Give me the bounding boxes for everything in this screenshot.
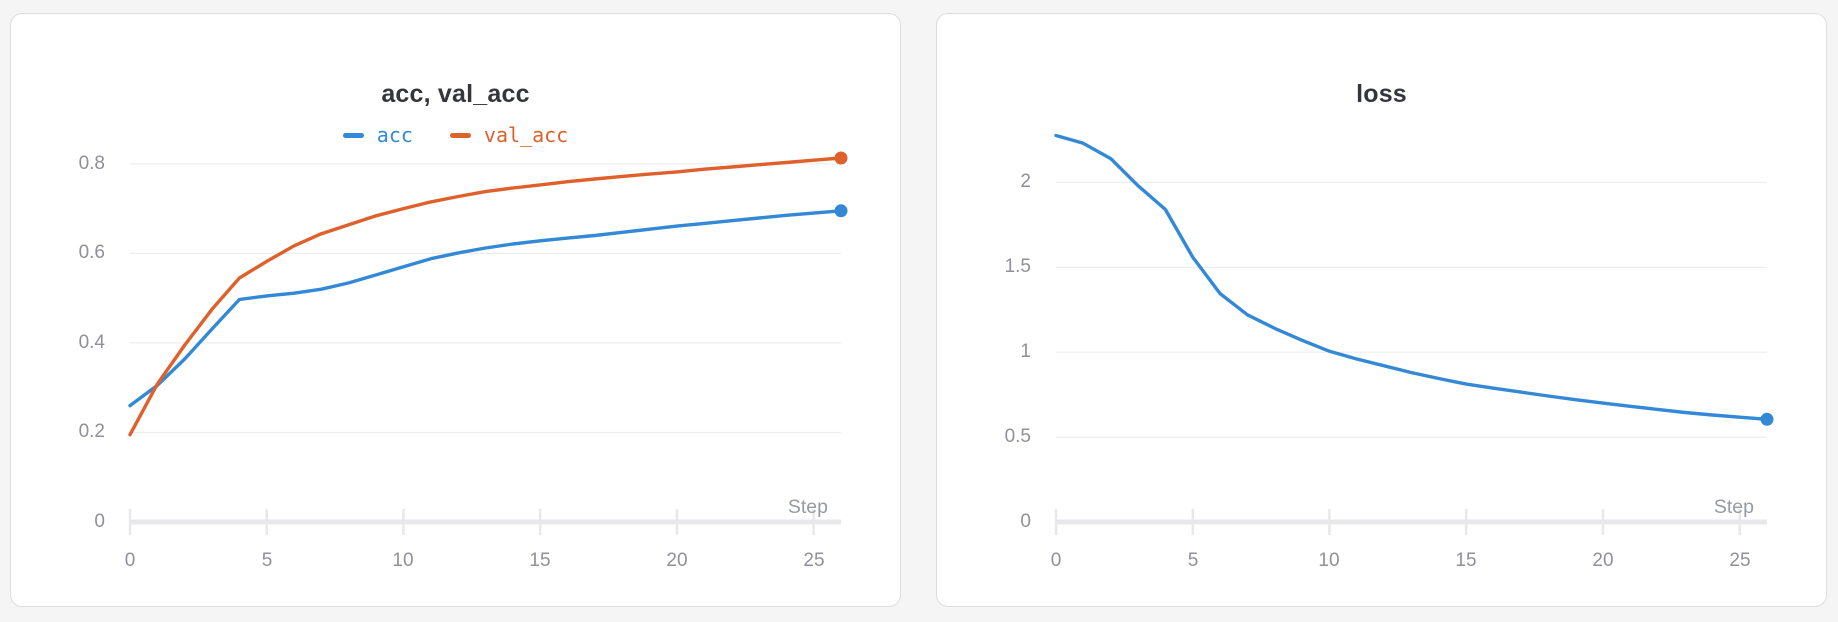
chart-panel-loss: loss Step 0 0.5 1 1.5 2 0 5 10 15 20 25 (936, 13, 1827, 607)
x-axis-tick (1738, 509, 1741, 535)
x-axis-line (1056, 519, 1767, 525)
x-tick-label: 0 (124, 550, 136, 571)
series-line-loss[interactable] (1054, 133, 1769, 421)
x-axis-tick (265, 509, 268, 535)
x-tick-label: 25 (803, 550, 825, 571)
chart-title: loss (1356, 80, 1407, 108)
x-axis-tick (1054, 509, 1058, 535)
x-axis-tick (1601, 509, 1605, 535)
x-tick-label: 15 (529, 550, 551, 571)
x-axis-tick (812, 509, 815, 535)
x-tick-label: 10 (1318, 550, 1340, 571)
series-end-dot-loss[interactable] (1760, 412, 1774, 426)
chart-panel-accuracy: acc, val_acc acc val_acc Step 0 0.2 0.4 0.6… (10, 13, 901, 607)
series-line-acc[interactable] (128, 209, 843, 408)
x-tick-label: 10 (392, 550, 414, 571)
x-tick-label: 5 (261, 550, 273, 571)
chart-legend: acc val_acc (11, 123, 900, 147)
series-end-dot-val_acc[interactable] (834, 151, 848, 165)
legend-item-acc[interactable]: acc (342, 123, 413, 147)
y-tick-label: 0 (1020, 511, 1031, 532)
chart-title: acc, val_acc (381, 80, 530, 108)
y-tick-label: 0.4 (78, 332, 105, 353)
line-chart-loss[interactable] (937, 14, 1828, 608)
x-axis-tick (538, 509, 542, 535)
y-tick-label: 1.5 (1004, 256, 1031, 277)
series-end-dot-acc[interactable] (834, 204, 848, 218)
x-tick-label: 5 (1187, 550, 1199, 571)
x-axis-tick (1191, 509, 1194, 535)
x-axis-tick (675, 509, 679, 535)
legend-swatch-acc-icon (342, 132, 364, 138)
y-tick-label: 1 (1020, 341, 1031, 362)
x-axis-tick (1328, 509, 1331, 535)
x-tick-label: 25 (1729, 550, 1751, 571)
line-chart-acc-val-acc[interactable] (11, 14, 902, 608)
y-tick-label: 0 (94, 511, 105, 532)
legend-swatch-val-acc-icon (449, 132, 471, 138)
x-tick-label: 15 (1455, 550, 1477, 571)
x-axis-label: Step (1713, 496, 1754, 518)
legend-label-val-acc: val_acc (483, 123, 569, 147)
legend-label-acc: acc (376, 123, 413, 147)
x-tick-label: 20 (666, 550, 688, 571)
y-tick-label: 0.8 (78, 153, 105, 174)
legend-item-val-acc[interactable]: val_acc (449, 123, 569, 147)
x-axis-tick (128, 509, 132, 535)
y-tick-label: 0.6 (78, 242, 105, 263)
x-tick-label: 20 (1592, 550, 1614, 571)
x-axis-line (130, 519, 841, 525)
x-axis-tick (1464, 509, 1468, 535)
series-line-val_acc[interactable] (128, 156, 843, 437)
x-axis-tick (402, 509, 405, 535)
y-tick-label: 0.2 (78, 421, 105, 442)
y-tick-label: 0.5 (1004, 426, 1031, 447)
y-tick-label: 2 (1020, 171, 1031, 192)
x-tick-label: 0 (1050, 550, 1062, 571)
x-axis-label: Step (787, 496, 828, 518)
